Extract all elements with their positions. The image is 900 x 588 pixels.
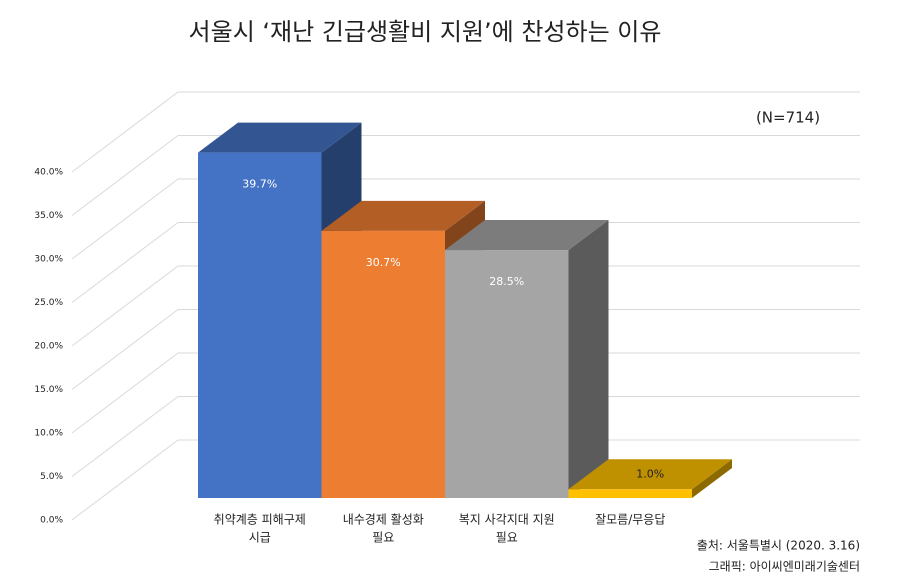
x-tick-label: 필요 bbox=[496, 531, 518, 545]
y-tick-label: 0.0% bbox=[40, 516, 63, 526]
grid-line bbox=[71, 396, 179, 477]
value-label: 39.7% bbox=[242, 178, 277, 191]
bar bbox=[198, 152, 322, 499]
bar-top bbox=[445, 220, 609, 251]
x-tick-label: 복지 사각지대 지원 bbox=[459, 513, 555, 527]
value-label: 1.0% bbox=[636, 467, 664, 480]
value-label: 28.5% bbox=[489, 275, 524, 288]
grid-line bbox=[71, 222, 179, 303]
chart-title: 서울시 ‘재난 긴급생활비 지원’에 찬성하는 이유 bbox=[189, 18, 662, 46]
grid-line bbox=[71, 309, 179, 390]
source: 출처: 서울특별시 (2020. 3.16) bbox=[697, 539, 860, 553]
y-tick-label: 35.0% bbox=[34, 211, 63, 221]
grid-line bbox=[71, 352, 179, 434]
y-tick-label: 30.0% bbox=[34, 255, 63, 265]
y-tick-label: 10.0% bbox=[34, 429, 63, 439]
bar-side bbox=[692, 459, 732, 498]
bar bbox=[321, 230, 445, 498]
grid-line bbox=[71, 135, 179, 216]
y-tick-label: 20.0% bbox=[34, 342, 63, 352]
y-tick-label: 5.0% bbox=[40, 472, 63, 482]
x-tick-label: 필요 bbox=[372, 531, 394, 545]
bar-top bbox=[321, 200, 485, 231]
bar-side bbox=[568, 220, 609, 499]
y-tick-label: 25.0% bbox=[34, 298, 63, 308]
bar-top bbox=[568, 459, 732, 490]
x-tick-label: 취약계층 피해구제 bbox=[214, 512, 306, 527]
bar bbox=[568, 489, 692, 498]
bar-top bbox=[198, 122, 362, 153]
grid-line bbox=[71, 265, 179, 347]
x-tick-label: 잘모름/무응답 bbox=[595, 513, 665, 527]
annotation: (N=714) bbox=[756, 109, 820, 127]
bar bbox=[445, 250, 569, 498]
x-tick-label: 내수경제 활성화 bbox=[343, 513, 424, 527]
value-label: 30.7% bbox=[366, 256, 401, 269]
x-tick-label: 시급 bbox=[249, 531, 271, 545]
grid-line bbox=[71, 91, 179, 173]
y-tick-label: 15.0% bbox=[34, 385, 63, 395]
grid-line bbox=[71, 178, 179, 260]
grid-line bbox=[71, 439, 179, 521]
credit: 그래픽: 아이씨엔미래기술센터 bbox=[709, 560, 860, 574]
y-tick-label: 40.0% bbox=[34, 168, 63, 178]
